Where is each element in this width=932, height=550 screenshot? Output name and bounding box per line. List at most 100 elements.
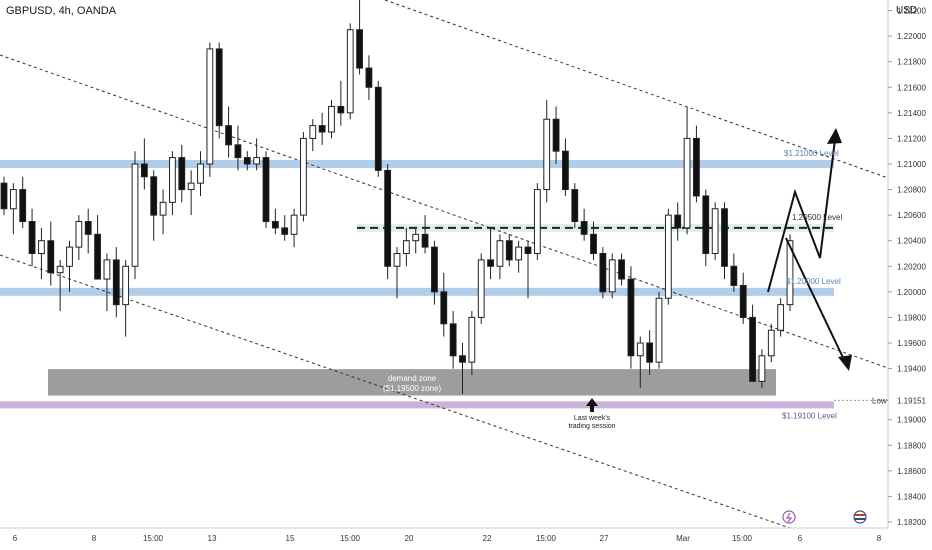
candle-body [84,221,92,235]
candle [608,253,616,299]
arrow-down-head [838,355,852,371]
candle [0,176,8,216]
candle-body [468,316,476,363]
candle-body [702,195,710,254]
candle-body [664,214,672,299]
time-tick-label: 6 [13,534,18,543]
candle [618,253,625,286]
candle-body [0,182,8,210]
candle-body [552,118,560,152]
candle-body [384,169,392,267]
candle [543,100,551,203]
candle [94,215,101,280]
candle-body [94,233,101,280]
candle [524,240,532,299]
level-label-121000: $1.21000 Level [784,149,839,158]
flag-icon-circle [853,510,867,524]
level-band-121000 [0,159,834,168]
zone-label-title: demand zone [388,374,437,383]
time-tick-label: 15:00 [732,534,753,543]
candle-body [449,323,457,357]
candle [150,170,158,241]
price-tick-label: 1.22200 [897,7,926,16]
candle [487,227,494,280]
candle [412,227,420,254]
price-tick-label: 1.20400 [897,237,926,246]
candle-body [459,355,466,363]
candle-body [328,105,335,133]
level-band-120000 [0,287,834,296]
lightning-event-icon[interactable] [782,510,796,524]
candle-body [206,48,214,165]
price-tick-label: 1.19000 [897,416,926,425]
candle-body [38,240,45,254]
candle-body [496,240,504,267]
price-tick-label: 1.19600 [897,339,926,348]
candle-body [487,259,494,267]
candle-body [777,304,785,331]
candle [533,183,541,260]
candle-body [112,259,120,306]
candle-body [683,137,691,229]
flag-event-icon[interactable] [853,510,867,524]
candle [300,132,307,222]
candle [9,183,17,235]
candle [131,151,139,280]
candle [337,80,345,126]
time-tick-label: 6 [798,534,803,543]
time-tick-label: 15:00 [536,534,557,543]
candle-body [767,329,775,357]
candle [225,106,232,158]
candle-body [562,150,569,191]
price-tick-label: 1.22000 [897,32,926,41]
candle-body [187,182,195,191]
candle [384,163,392,280]
low-label: Low [872,396,887,405]
candle-body [646,342,654,363]
candle-body [356,29,363,69]
candle-body [711,208,719,254]
candle [159,189,167,235]
currency-label: USD [896,5,918,16]
candle [562,138,569,196]
candle [309,119,317,152]
candle [590,221,597,260]
candle [47,221,55,286]
candle [197,151,204,196]
candle-body [655,297,663,363]
candle-body [477,259,485,318]
candle-body [608,259,616,293]
price-tick-label: 1.20800 [897,186,926,195]
candle-body [122,265,130,306]
candle-body [618,259,625,280]
lightning-icon-circle [782,510,796,524]
candle-body [739,284,747,318]
candle [187,170,195,216]
candle [112,247,120,318]
candle [38,227,45,280]
time-tick-label: Mar [676,534,690,543]
candle-body [749,316,756,382]
candle [75,215,83,260]
candle [739,272,747,324]
candle-body [412,233,420,242]
candle [655,291,663,369]
candle [664,208,672,305]
candle-body [431,246,438,293]
candle [599,247,607,299]
price-tick-label: 1.20600 [897,211,926,220]
candle-body [721,208,728,267]
time-tick-label: 15:00 [143,534,164,543]
candle [552,106,560,164]
projection-up-path [767,131,837,293]
candle [346,23,354,120]
candle [730,253,738,292]
price-tick-label: 1.19800 [897,313,926,322]
projection-down-path [785,237,848,367]
candle-body [627,278,635,357]
time-tick-label: 27 [600,534,609,543]
candle [84,208,92,254]
candle [449,311,457,369]
candle-body [300,137,307,216]
